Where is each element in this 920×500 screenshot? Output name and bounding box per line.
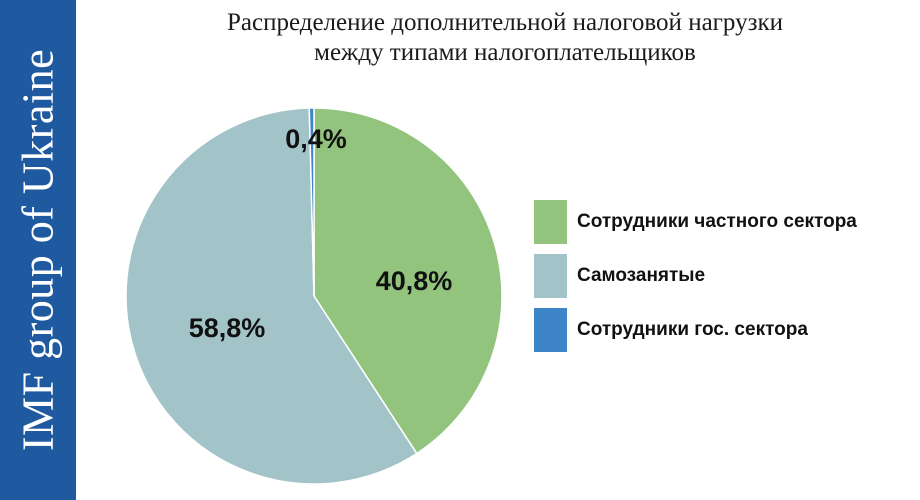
legend: Сотрудники частного сектора Самозанятые … (534, 200, 904, 362)
legend-label-public-sector: Сотрудники гос. сектора (577, 319, 808, 340)
legend-item-private-sector: Сотрудники частного сектора (534, 200, 904, 244)
legend-item-self-employed: Самозанятые (534, 254, 904, 298)
legend-item-public-sector: Сотрудники гос. сектора (534, 308, 904, 352)
data-label-self-employed: 58,8% (189, 313, 266, 343)
data-label-private-sector: 40,8% (376, 266, 453, 296)
chart-title: Распределение дополнительной налоговой н… (110, 8, 900, 68)
legend-label-private-sector: Сотрудники частного сектора (577, 211, 857, 232)
pie-slice-public-sector (308, 107, 315, 297)
legend-swatch-self-employed (534, 254, 567, 298)
chart-title-line-1: Распределение дополнительной налоговой н… (226, 9, 783, 36)
watermark-band: IMF group of Ukraine (0, 0, 76, 500)
legend-swatch-public-sector (534, 308, 567, 352)
pie-slice-self-employed (125, 107, 418, 485)
legend-label-self-employed: Самозанятые (577, 265, 706, 286)
data-label-public-sector: 0,4% (285, 124, 347, 154)
chart-title-line-2: между типами налогоплательщиков (314, 39, 696, 66)
legend-swatch-private-sector (534, 200, 567, 244)
